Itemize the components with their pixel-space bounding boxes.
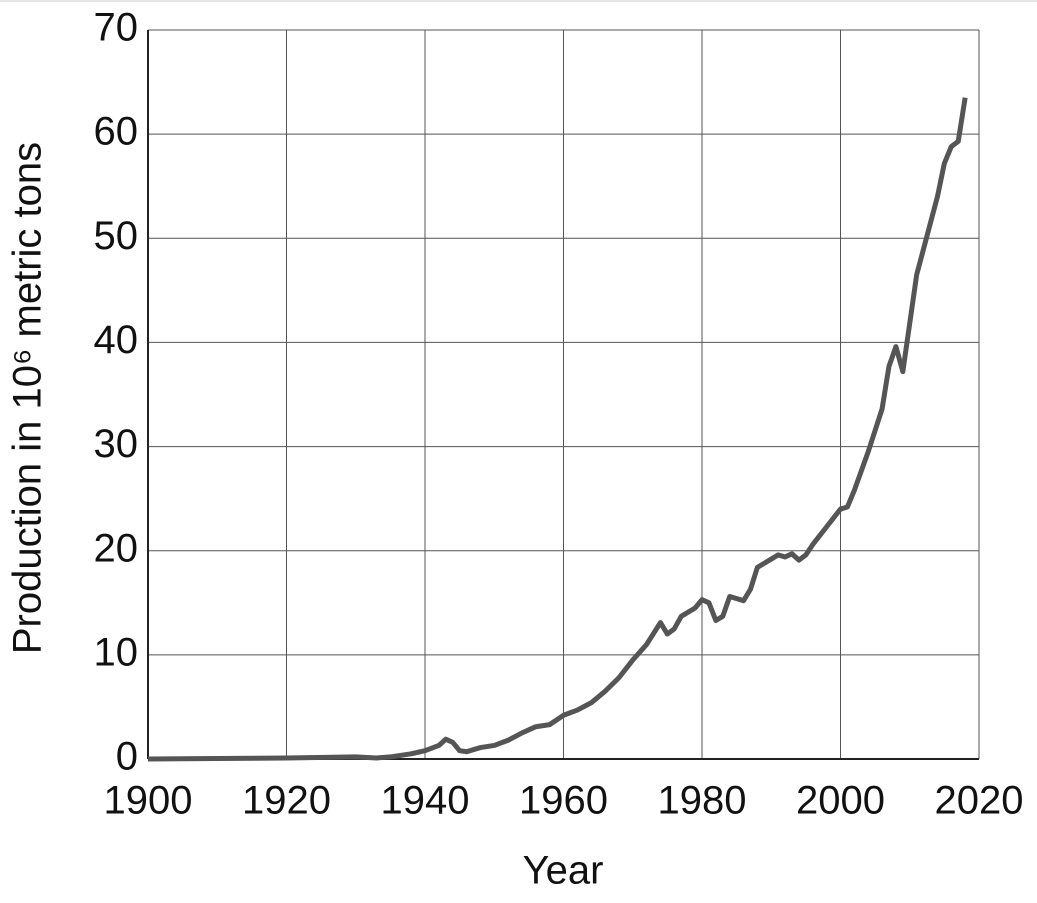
y-tick-label: 70 <box>94 6 139 50</box>
x-tick-label: 1920 <box>242 779 331 823</box>
x-tick-label: 2000 <box>796 779 885 823</box>
data-line <box>147 97 968 762</box>
y-tick-label: 40 <box>94 318 139 362</box>
y-tick-label: 60 <box>94 110 139 154</box>
x-tick-label: 1940 <box>381 779 470 823</box>
y-tick-label: 30 <box>94 422 139 466</box>
y-tick-label: 50 <box>94 214 139 258</box>
y-tick-label: 0 <box>116 735 138 779</box>
x-tick-label: 1900 <box>104 779 193 823</box>
x-tick-label: 1960 <box>519 779 608 823</box>
x-tick-label: 1980 <box>658 779 747 823</box>
y-axis-title: Production in 10⁶ metric tons <box>6 142 50 654</box>
x-tick-label: 2020 <box>935 779 1024 823</box>
x-axis-title: Year <box>523 849 604 893</box>
y-tick-label: 20 <box>94 526 139 570</box>
y-tick-label: 10 <box>94 630 139 674</box>
